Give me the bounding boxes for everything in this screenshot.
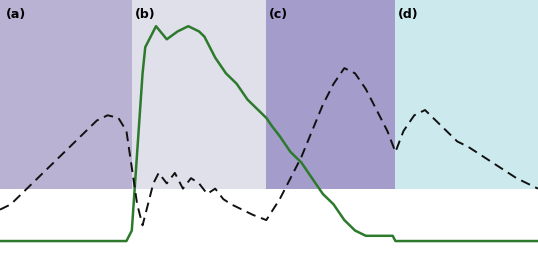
Text: (c): (c) [269, 8, 288, 21]
Bar [0, 0, 132, 189]
Text: (d): (d) [398, 8, 419, 21]
Bar [395, 0, 538, 189]
Bar [266, 0, 395, 189]
Text: (a): (a) [5, 8, 26, 21]
Bar [132, 0, 266, 189]
Text: (b): (b) [134, 8, 155, 21]
